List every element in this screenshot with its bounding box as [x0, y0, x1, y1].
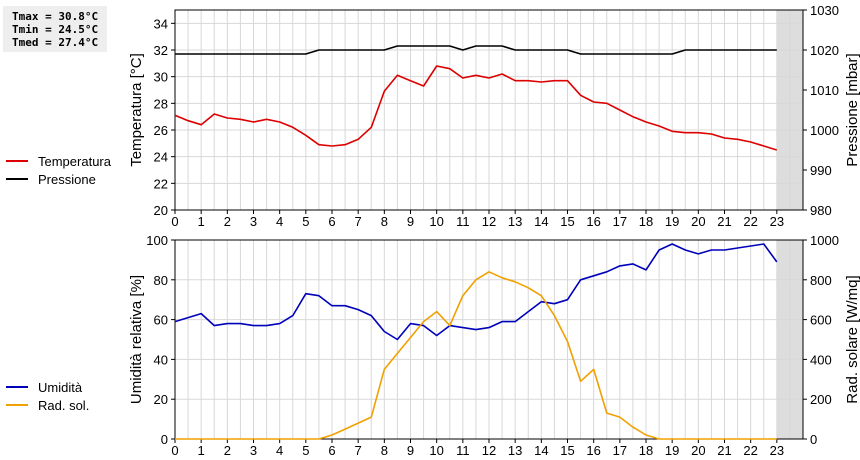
chart2-x-tick-label: 2 — [224, 443, 231, 458]
chart1-y2-tick-label: 980 — [810, 203, 832, 218]
chart1-ylabel: Temperatura [°C] — [128, 53, 145, 167]
chart2-y-tick-label: 0 — [161, 432, 168, 447]
chart2-x-tick-label: 17 — [613, 443, 627, 458]
chart1-legend-label: Temperatura — [38, 154, 112, 169]
chart1-legend-label: Pressione — [38, 172, 96, 187]
chart2-x-tick-label: 5 — [302, 443, 309, 458]
chart2-x-tick-label: 13 — [508, 443, 522, 458]
chart1-x-tick-label: 15 — [560, 214, 574, 229]
chart2-x-tick-label: 12 — [482, 443, 496, 458]
chart1-series-temperatura — [174, 65, 778, 151]
chart1-y-tick-label: 34 — [154, 16, 168, 31]
chart1-y2-tick-label: 1000 — [810, 123, 839, 138]
chart1-x-tick-label: 17 — [613, 214, 627, 229]
chart1-y-tick-label: 32 — [154, 43, 168, 58]
chart2-y-tick-label: 100 — [146, 233, 168, 248]
chart1-x-tick-label: 7 — [355, 214, 362, 229]
stats-box: Tmax = 30.8°C Tmin = 24.5°C Tmed = 27.4°… — [3, 6, 107, 52]
chart1-x-tick-label: 14 — [534, 214, 548, 229]
chart1-x-tick-label: 12 — [482, 214, 496, 229]
chart2-x-tick-label: 22 — [743, 443, 757, 458]
chart2-x-tick-label: 14 — [534, 443, 548, 458]
chart1-x-tick-label: 0 — [171, 214, 178, 229]
chart1-y2-tick-label: 1020 — [810, 43, 839, 58]
chart1-x-tick-label: 18 — [639, 214, 653, 229]
chart2-y2-tick-label: 1000 — [810, 233, 839, 248]
tmax-text: Tmax = 30.8°C — [12, 10, 99, 23]
chart2-x-tick-label: 3 — [250, 443, 257, 458]
chart1-y2-tick-label: 1010 — [810, 83, 839, 98]
chart1-y-tick-label: 28 — [154, 96, 168, 111]
chart2-legend-label: Rad. sol. — [38, 398, 89, 413]
chart2-legend-label: Umidità — [38, 380, 83, 395]
chart1-y2-tick-label: 990 — [810, 163, 832, 178]
chart2-x-tick-label: 16 — [586, 443, 600, 458]
tmed-text: Tmed = 27.4°C — [12, 36, 99, 49]
chart2-ylabel: Umidità relativa [%] — [128, 275, 145, 404]
chart2-y-tick-label: 40 — [154, 352, 168, 367]
chart1-x-tick-label: 10 — [429, 214, 443, 229]
chart1-ylabel-right: Pressione [mbar] — [844, 53, 860, 166]
chart2-y2-tick-label: 200 — [810, 392, 832, 407]
chart2-y-tick-label: 20 — [154, 392, 168, 407]
chart1-x-tick-label: 23 — [770, 214, 784, 229]
chart2-x-tick-label: 7 — [355, 443, 362, 458]
chart1-x-tick-label: 2 — [224, 214, 231, 229]
chart2-x-tick-label: 15 — [560, 443, 574, 458]
chart1-x-tick-label: 22 — [743, 214, 757, 229]
chart2-y2-tick-label: 0 — [810, 432, 817, 447]
chart1-y-tick-label: 30 — [154, 70, 168, 85]
chart1-x-tick-label: 4 — [276, 214, 283, 229]
chart1-y-tick-label: 26 — [154, 123, 168, 138]
tmin-text: Tmin = 24.5°C — [12, 23, 99, 36]
chart1-x-tick-label: 5 — [302, 214, 309, 229]
chart2-x-tick-label: 21 — [717, 443, 731, 458]
chart1-y-tick-label: 22 — [154, 176, 168, 191]
chart2-y2-tick-label: 600 — [810, 313, 832, 328]
chart2-series-umidit- — [174, 243, 778, 341]
chart2-x-tick-label: 6 — [328, 443, 335, 458]
chart1-x-tick-label: 11 — [456, 214, 470, 229]
chart1-x-tick-label: 8 — [381, 214, 388, 229]
chart1-x-tick-label: 19 — [665, 214, 679, 229]
chart2-ylabel-right: Rad. solare [W/mq] — [844, 275, 860, 403]
chart2-x-tick-label: 23 — [770, 443, 784, 458]
chart1-x-tick-label: 6 — [328, 214, 335, 229]
chart1-x-tick-label: 9 — [407, 214, 414, 229]
chart1-x-tick-label: 1 — [198, 214, 205, 229]
chart1-x-tick-label: 21 — [717, 214, 731, 229]
chart1-y2-tick-label: 1030 — [810, 3, 839, 18]
chart2-x-tick-label: 18 — [639, 443, 653, 458]
chart2-x-tick-label: 20 — [691, 443, 705, 458]
chart2-x-tick-label: 19 — [665, 443, 679, 458]
chart2-x-tick-label: 0 — [171, 443, 178, 458]
chart2-y-tick-label: 60 — [154, 313, 168, 328]
chart1-x-tick-label: 3 — [250, 214, 257, 229]
chart1-x-tick-label: 16 — [586, 214, 600, 229]
chart2-x-tick-label: 4 — [276, 443, 283, 458]
chart2-x-tick-label: 8 — [381, 443, 388, 458]
chart2-x-tick-label: 1 — [198, 443, 205, 458]
chart2-x-tick-label: 9 — [407, 443, 414, 458]
chart2-y-tick-label: 80 — [154, 273, 168, 288]
chart2-x-tick-label: 11 — [456, 443, 470, 458]
chart2-y2-tick-label: 800 — [810, 273, 832, 288]
chart1-series-pressione — [175, 45, 777, 55]
chart2-series-rad-sol- — [175, 270, 777, 440]
chart2-x-tick-label: 10 — [429, 443, 443, 458]
chart1-y-tick-label: 20 — [154, 203, 168, 218]
chart1-y-tick-label: 24 — [154, 150, 168, 165]
chart2-y2-tick-label: 400 — [810, 352, 832, 367]
chart1-x-tick-label: 13 — [508, 214, 522, 229]
chart1-x-tick-label: 20 — [691, 214, 705, 229]
